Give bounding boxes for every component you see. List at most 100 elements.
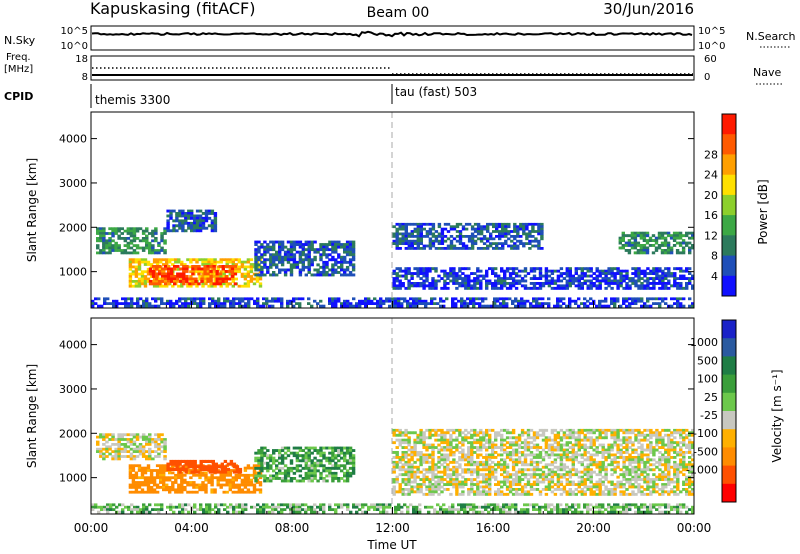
- scatter-cell: [583, 279, 587, 283]
- scatter-cell: [351, 464, 356, 468]
- scatter-cell: [589, 267, 593, 271]
- scatter-cell: [225, 473, 229, 477]
- scatter-cell: [404, 451, 408, 454]
- scatter-cell: [535, 282, 540, 285]
- scatter-cell: [105, 246, 109, 250]
- scatter-cell: [289, 255, 294, 259]
- scatter-cell: [589, 453, 593, 457]
- scatter-cell: [580, 446, 584, 449]
- scatter-cell: [419, 431, 423, 435]
- scatter-cell: [565, 284, 569, 288]
- scatter-cell: [181, 212, 185, 215]
- scatter-cell: [691, 284, 695, 288]
- scatter-cell: [204, 214, 209, 218]
- scatter-cell: [160, 267, 165, 271]
- scatter-cell: [260, 464, 264, 468]
- scatter-cell: [395, 244, 399, 248]
- scatter-cell: [117, 237, 121, 240]
- scatter-cell: [616, 286, 620, 290]
- scatter-cell: [553, 446, 558, 449]
- scatter-cell: [401, 431, 405, 435]
- scatter-cell: [162, 488, 166, 492]
- scatter-cell: [675, 241, 680, 245]
- scatter-cell: [470, 470, 474, 474]
- scatter-cell: [535, 483, 540, 486]
- scatter-cell: [331, 471, 335, 475]
- scatter-cell: [431, 485, 435, 489]
- scatter-cell: [681, 246, 686, 250]
- scatter-cell: [134, 464, 139, 468]
- scatter-cell: [395, 463, 399, 467]
- scatter-cell: [292, 477, 297, 480]
- scatter-cell: [256, 304, 260, 308]
- scatter-cell: [511, 488, 516, 491]
- scatter-cell: [691, 231, 695, 235]
- scatter-cell: [112, 299, 116, 303]
- scatter-cell: [513, 222, 517, 226]
- scatter-cell: [421, 299, 425, 303]
- scatter-cell: [452, 468, 456, 472]
- scatter-cell: [170, 280, 174, 283]
- scatter-cell: [505, 492, 510, 496]
- scatter-cell: [613, 470, 617, 474]
- scatter-cell: [416, 272, 420, 275]
- scatter-cell: [508, 475, 513, 479]
- scatter-cell: [404, 269, 408, 273]
- scatter-cell: [213, 229, 218, 233]
- scatter-cell: [550, 453, 555, 457]
- scatter-cell: [452, 237, 457, 241]
- scatter-cell: [108, 244, 112, 247]
- scatter-cell: [538, 274, 543, 278]
- scatter-cell: [348, 253, 353, 257]
- scatter-cell: [452, 480, 456, 484]
- scatter-cell: [152, 476, 157, 480]
- scatter-cell: [334, 260, 338, 264]
- scatter-cell: [159, 258, 163, 262]
- scatter-cell: [228, 481, 232, 484]
- scatter-cell: [210, 490, 214, 494]
- scatter-cell: [322, 466, 326, 470]
- scatter-cell: [268, 304, 272, 308]
- scatter-cell: [485, 465, 489, 469]
- scatter-cell: [541, 274, 546, 278]
- scatter-cell: [649, 272, 653, 275]
- scatter-cell: [434, 446, 438, 449]
- scatter-cell: [654, 236, 659, 240]
- scatter-cell: [446, 456, 450, 459]
- scatter-cell: [583, 436, 587, 440]
- scatter-cell: [407, 463, 411, 467]
- scatter-cell: [225, 263, 229, 266]
- scatter-cell: [488, 470, 492, 474]
- scatter-cell: [225, 483, 229, 487]
- scatter-cell: [266, 466, 270, 470]
- scatter-cell: [688, 236, 692, 240]
- scatter-cell: [482, 446, 486, 449]
- scatter-cell: [607, 490, 611, 494]
- scatter-cell: [486, 225, 490, 229]
- scatter-cell: [568, 475, 572, 479]
- scatter-cell: [550, 451, 555, 454]
- scatter-cell: [467, 478, 471, 481]
- scatter-cell: [583, 453, 587, 457]
- scatter-cell: [505, 269, 510, 273]
- scatter-cell: [598, 443, 602, 447]
- scatter-cell: [410, 458, 414, 462]
- scatter-cell: [553, 279, 558, 283]
- scatter-cell: [540, 232, 544, 236]
- scatter-cell: [598, 483, 602, 486]
- scatter-cell: [102, 239, 106, 243]
- scatter-cell: [580, 480, 584, 484]
- scatter-cell: [219, 275, 223, 278]
- scatter-cell: [181, 214, 185, 218]
- scatter-cell: [455, 277, 459, 280]
- scatter-cell: [307, 449, 311, 452]
- scatter-cell: [175, 467, 179, 471]
- scatter-cell: [422, 483, 426, 486]
- scatter-cell: [198, 275, 202, 278]
- scatter-cell: [334, 477, 338, 480]
- scatter-cell: [485, 475, 489, 479]
- scatter-cell: [472, 304, 476, 308]
- scatter-cell: [419, 428, 423, 432]
- scatter-cell: [616, 465, 620, 469]
- scatter-cell: [184, 212, 188, 215]
